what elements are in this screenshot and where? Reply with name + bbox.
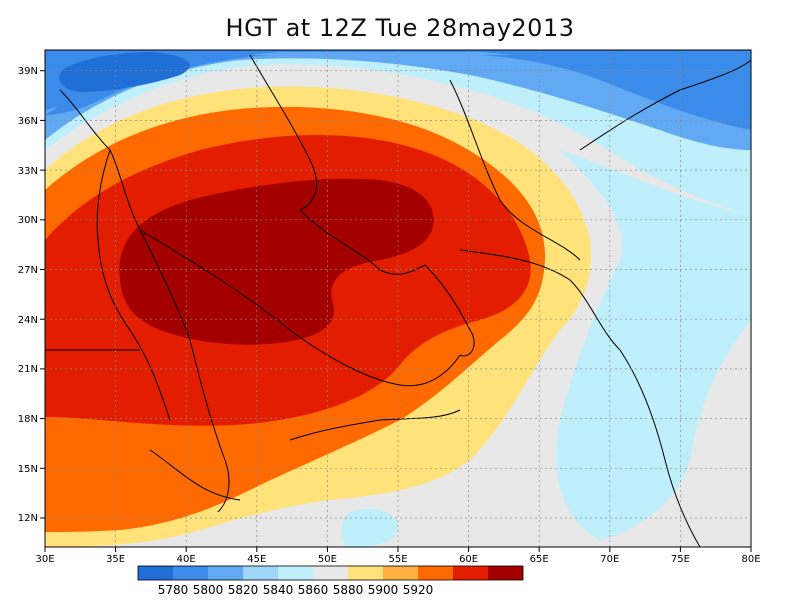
colorbar-swatch: [173, 566, 208, 580]
colorbar-frame: [137, 565, 524, 581]
lat-label: 27N: [18, 265, 38, 276]
colorbar-swatch: [278, 566, 313, 580]
lon-label: 45E: [247, 554, 266, 565]
colorbar-swatch: [313, 566, 348, 580]
lon-label: 35E: [106, 554, 125, 565]
colorbar-swatch: [453, 566, 488, 580]
contour-5840-south: [341, 508, 399, 547]
colorbar: 5780 5800 5820 5840 5860 5880 5900 5920: [137, 565, 524, 597]
colorbar-label: 5920: [403, 583, 434, 597]
lat-labels: 39N 36N 33N 30N 27N 24N 21N 18N 15N 12N: [18, 66, 38, 524]
lat-label: 39N: [18, 66, 38, 77]
colorbar-label: 5900: [368, 583, 399, 597]
colorbar-swatch: [243, 566, 278, 580]
lon-label: 40E: [177, 554, 196, 565]
map-title: HGT at 12Z Tue 28may2013: [225, 14, 575, 42]
contour-fill-layer: [45, 50, 751, 547]
colorbar-swatch: [138, 566, 173, 580]
colorbar-swatch: [488, 566, 523, 580]
contour-5780: [59, 52, 190, 92]
colorbar-swatch: [383, 566, 418, 580]
colorbar-swatch: [418, 566, 453, 580]
axis-ticks: [40, 70, 752, 552]
coastline-layer: [45, 54, 751, 547]
lon-label: 50E: [318, 554, 337, 565]
lon-label: 75E: [671, 554, 690, 565]
colorbar-label: 5880: [333, 583, 364, 597]
colorbar-label: 5860: [298, 583, 329, 597]
colorbar-swatch: [208, 566, 243, 580]
lat-label: 15N: [18, 464, 38, 475]
lat-label: 18N: [18, 414, 38, 425]
contour-5940: [119, 178, 434, 345]
lon-labels: 30E 35E 40E 45E 50E 55E 60E 65E 70E 75E …: [35, 554, 760, 565]
lon-label: 70E: [600, 554, 619, 565]
lat-label: 30N: [18, 215, 38, 226]
colorbar-swatch: [348, 566, 383, 580]
lon-label: 65E: [530, 554, 549, 565]
colorbar-label: 5800: [193, 583, 224, 597]
colorbar-label: 5820: [228, 583, 259, 597]
lon-label: 60E: [459, 554, 478, 565]
lon-label: 55E: [388, 554, 407, 565]
lon-label: 80E: [741, 554, 760, 565]
lat-label: 12N: [18, 513, 38, 524]
contour-5820: [45, 50, 751, 150]
lat-label: 33N: [18, 166, 38, 177]
contour-5840-east: [556, 150, 751, 540]
lon-label: 30E: [35, 554, 54, 565]
lat-label: 36N: [18, 116, 38, 127]
colorbar-label: 5780: [158, 583, 189, 597]
lat-label: 21N: [18, 364, 38, 375]
lat-label: 24N: [18, 315, 38, 326]
colorbar-label: 5840: [263, 583, 294, 597]
